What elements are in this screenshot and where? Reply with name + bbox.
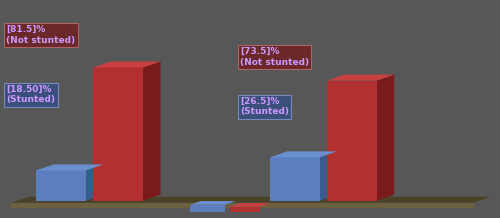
Polygon shape — [230, 203, 270, 207]
Polygon shape — [94, 68, 143, 201]
Polygon shape — [36, 170, 86, 201]
Polygon shape — [320, 151, 337, 201]
Polygon shape — [270, 151, 337, 157]
Polygon shape — [377, 75, 394, 201]
Polygon shape — [143, 61, 160, 201]
Polygon shape — [12, 197, 491, 203]
Polygon shape — [190, 205, 225, 212]
Text: [81.5]%
(Not stunted): [81.5]% (Not stunted) — [6, 25, 75, 45]
Polygon shape — [327, 75, 394, 81]
Polygon shape — [12, 203, 474, 208]
Polygon shape — [94, 61, 160, 68]
Text: [26.5]%
(Stunted): [26.5]% (Stunted) — [240, 97, 289, 116]
Text: [73.5]%
(Not stunted): [73.5]% (Not stunted) — [240, 47, 309, 67]
Polygon shape — [36, 164, 104, 170]
Polygon shape — [190, 201, 236, 205]
Polygon shape — [327, 81, 377, 201]
Text: [18.50]%
(Stunted): [18.50]% (Stunted) — [6, 85, 56, 104]
Polygon shape — [86, 164, 104, 201]
Polygon shape — [230, 207, 260, 212]
Polygon shape — [270, 157, 320, 201]
